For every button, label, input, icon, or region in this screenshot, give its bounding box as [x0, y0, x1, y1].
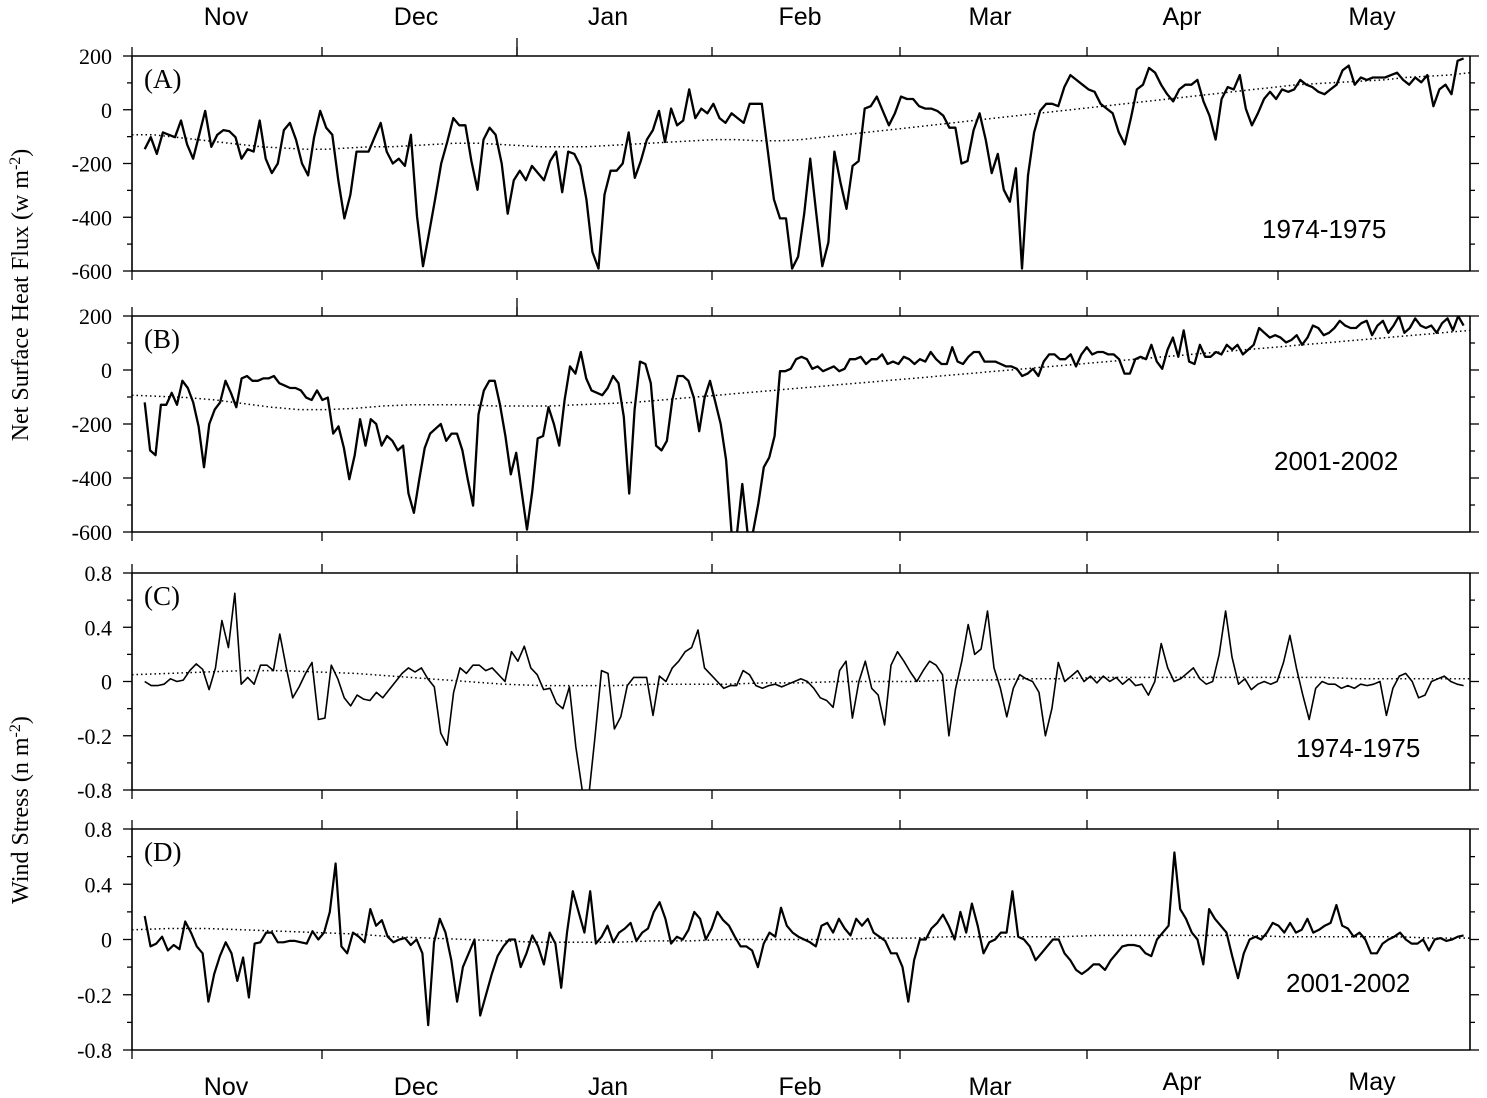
- series-line: [143, 851, 1464, 1027]
- y-tick-label: -200: [72, 152, 112, 177]
- panel-label: (A): [144, 64, 181, 94]
- month-label-top: Nov: [204, 3, 249, 31]
- y-tick-label: -400: [72, 205, 112, 230]
- ylabel-heat-flux: Net Surface Heat Flux (w m-2): [7, 149, 35, 442]
- panel-label: (C): [144, 581, 180, 611]
- y-tick-label: 0: [101, 670, 112, 695]
- month-label-bottom: Jan: [588, 1073, 628, 1098]
- month-label-top: Mar: [968, 3, 1011, 31]
- y-tick-label: 0.4: [85, 615, 113, 640]
- period-label: 2001-2002: [1286, 968, 1410, 998]
- month-label-top: Jan: [588, 3, 628, 31]
- month-label-bottom: Mar: [968, 1073, 1011, 1098]
- series-line: [143, 57, 1465, 270]
- month-label-bottom: Dec: [394, 1073, 438, 1098]
- ylabel-text: Wind Stress (n m: [8, 737, 34, 904]
- month-label-bottom: May: [1348, 1068, 1396, 1096]
- y-tick-label: 0.8: [85, 561, 113, 586]
- y-tick-label: 200: [79, 44, 112, 69]
- ylabel-superscript: -2: [7, 157, 24, 170]
- month-label-bottom: Apr: [1163, 1068, 1202, 1096]
- period-label: 1974-1975: [1262, 214, 1386, 244]
- series-line: [144, 592, 1464, 790]
- series-line: [143, 316, 1465, 532]
- trend-line: [131, 329, 1471, 411]
- ylabel-close: ): [8, 149, 34, 157]
- month-label-top: May: [1348, 3, 1396, 31]
- period-label: 1974-1975: [1296, 733, 1420, 763]
- y-tick-label: 200: [79, 304, 112, 329]
- month-label-top: Feb: [778, 3, 821, 31]
- y-tick-label: 0: [101, 98, 112, 123]
- panel-d: 0.8 0.4 0 -0.2 -0.8 (D) 2001-2002 Nov Dec Jan Feb M…: [77, 811, 1479, 1098]
- month-label-bottom: Feb: [778, 1073, 821, 1098]
- panel-label: (D): [144, 837, 181, 867]
- y-tick-label: 0: [101, 358, 112, 383]
- y-tick-label: -0.8: [77, 778, 112, 803]
- ylabel-text: Net Surface Heat Flux (w m: [8, 170, 34, 442]
- y-tick-label: -600: [72, 520, 112, 545]
- period-label: 2001-2002: [1274, 446, 1398, 476]
- ylabel-superscript: -2: [7, 724, 24, 737]
- y-tick-label: 0: [101, 928, 112, 953]
- panel-a: 200 0 -200 -400 -600 (A) 1974-1975 Nov Dec Jan Feb…: [72, 3, 1479, 284]
- y-tick-label: 0.4: [85, 872, 113, 897]
- y-tick-label: -0.2: [77, 724, 112, 749]
- month-label-top: Dec: [394, 3, 438, 31]
- ylabel-close: ): [8, 716, 34, 724]
- y-tick-label: -600: [72, 259, 112, 284]
- month-label-bottom: Nov: [204, 1073, 249, 1098]
- y-tick-label: -0.8: [77, 1038, 112, 1063]
- y-tick-label: -400: [72, 466, 112, 491]
- y-tick-label: -0.2: [77, 983, 112, 1008]
- y-tick-label: -200: [72, 412, 112, 437]
- panel-label: (B): [144, 324, 180, 354]
- month-label-top: Apr: [1163, 3, 1202, 31]
- panel-c: 0.8 0.4 0 -0.2 -0.8 (C) 1974-1975: [77, 555, 1479, 803]
- panel-b: 200 0 -200 -400 -600 (B) 2001-2002: [72, 298, 1479, 545]
- y-tick-label: 0.8: [85, 817, 113, 842]
- ylabel-wind-stress: Wind Stress (n m-2): [7, 716, 35, 904]
